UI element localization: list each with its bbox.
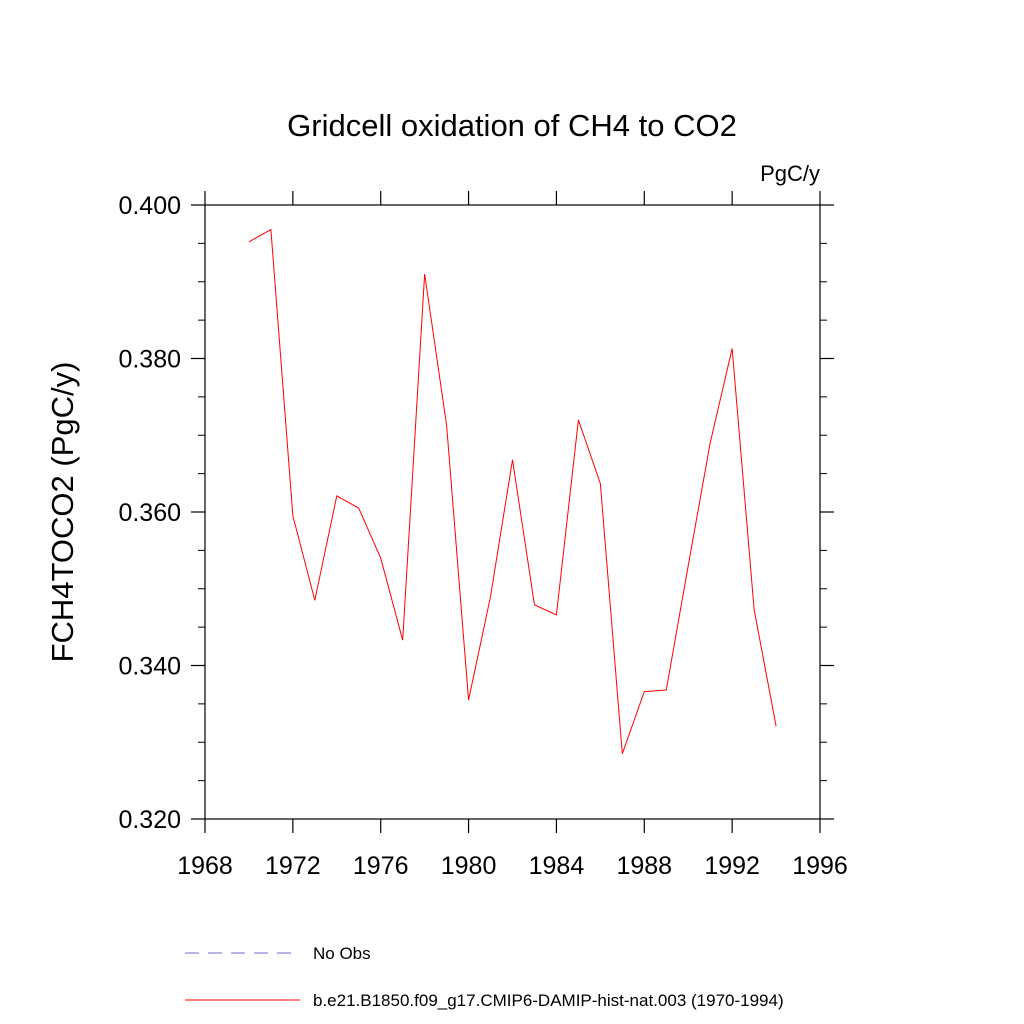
tick-labels: 1968 1972 1976 1980 1984 1988 1992 1996 0.320 0.3… xyxy=(118,192,847,880)
x-tick-label: 1976 xyxy=(353,852,409,880)
x-tick-label: 1980 xyxy=(441,852,497,880)
series-line xyxy=(248,228,777,754)
legend-label: No Obs xyxy=(313,944,371,963)
x-tick-label: 1968 xyxy=(177,852,233,880)
x-tick-label: 1988 xyxy=(616,852,672,880)
chart-title: Gridcell oxidation of CH4 to CO2 xyxy=(287,108,737,143)
y-tick-label: 0.360 xyxy=(118,499,181,527)
legend-label: b.e21.B1850.f09_g17.CMIP6-DAMIP-hist-nat… xyxy=(313,991,784,1010)
plot-frame xyxy=(204,204,821,820)
y-tick-label: 0.400 xyxy=(118,192,181,220)
x-tick-label: 1984 xyxy=(529,852,585,880)
x-tick-label: 1992 xyxy=(704,852,760,880)
units-label: PgC/y xyxy=(760,161,820,186)
axis-ticks xyxy=(191,191,834,833)
legend: No Obs b.e21.B1850.f09_g17.CMIP6-DAMIP-hi… xyxy=(185,944,784,1010)
x-tick-label: 1996 xyxy=(792,852,848,880)
y-tick-label: 0.380 xyxy=(118,346,181,374)
y-tick-label: 0.340 xyxy=(118,653,181,681)
series-lines xyxy=(248,228,777,754)
y-tick-label: 0.320 xyxy=(118,806,181,834)
x-tick-label: 1972 xyxy=(265,852,321,880)
y-axis-label: FCH4TOCO2 (PgC/y) xyxy=(45,362,80,663)
